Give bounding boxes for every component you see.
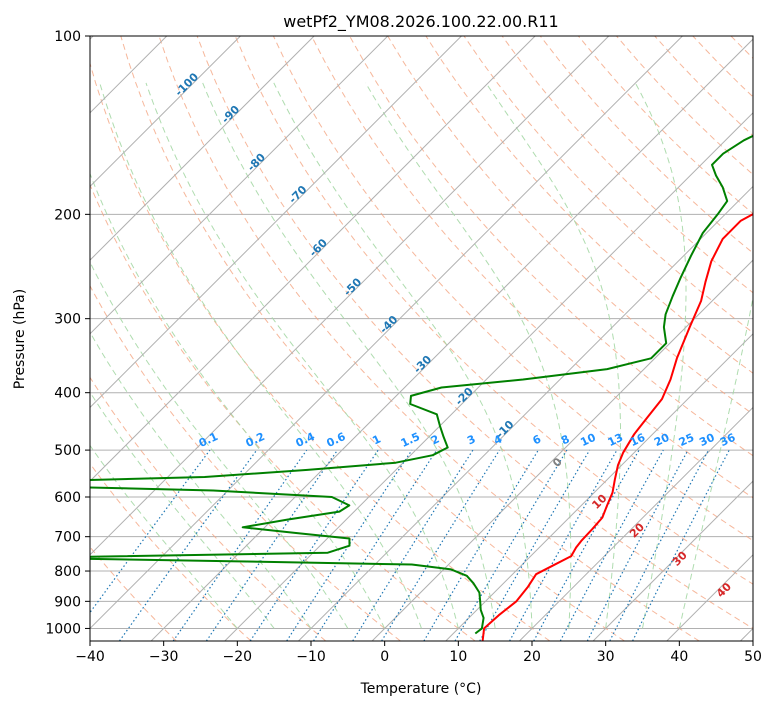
x-tick-label: 50: [744, 649, 762, 665]
mixing-ratio-line: [172, 449, 308, 641]
x-tick-label: −10: [296, 649, 326, 665]
moist-adiabat: [90, 331, 312, 629]
isotherm: [445, 333, 753, 641]
mixing-ratio-line: [381, 449, 501, 641]
temperature-profile-line: [481, 213, 753, 641]
x-tick-label: −40: [75, 649, 105, 665]
x-tick-label: 0: [380, 649, 389, 665]
mixing-ratio-label: 16: [628, 431, 648, 449]
series-layer: [90, 134, 753, 641]
mixing-ratio-line: [533, 449, 640, 641]
x-tick-label: −30: [149, 649, 179, 665]
dewpoint-profile-line: [90, 134, 753, 635]
y-tick-label: 100: [54, 29, 81, 45]
mixing-ratio-label: 25: [677, 431, 696, 449]
x-tick-label: 20: [523, 649, 541, 665]
isotherm: [519, 406, 753, 641]
y-tick-label: 400: [54, 386, 81, 402]
x-tick-label: 40: [670, 649, 688, 665]
isotherm: [90, 36, 389, 335]
x-tick-label: 30: [597, 649, 615, 665]
mixing-ratio-label: 36: [718, 431, 738, 449]
dry-adiabat: [120, 36, 625, 641]
y-tick-label: 800: [54, 564, 81, 580]
dry-adiabat: [501, 36, 753, 294]
dry-adiabat: [463, 36, 753, 334]
mixing-ratio-label: 20: [652, 431, 672, 449]
mixing-ratio-label: 30: [697, 431, 717, 449]
y-tick-label: 900: [54, 594, 81, 610]
isotherm: [90, 36, 610, 556]
isotherm: [592, 480, 753, 641]
mixing-ratio-label: 10: [578, 431, 598, 449]
mixing-ratio-line: [509, 449, 618, 641]
mixing-ratio-line: [205, 449, 338, 641]
chart-title: wetPf2_YM08.2026.100.22.00.R11: [283, 12, 558, 32]
moist-adiabat: [145, 82, 459, 629]
isotherm: [90, 36, 536, 482]
x-axis-title: Temperature (°C): [360, 681, 482, 697]
mixing-ratio-line: [632, 449, 730, 641]
moist-adiabat: [273, 82, 533, 629]
axis-ticks: −40 −30 −20 −10 0 10 20 30 40 50 100 200 300 400 500 60…: [45, 29, 762, 665]
moist-adiabat: [99, 82, 422, 629]
mixing-ratio-line: [119, 449, 258, 641]
isotherm: [224, 112, 753, 641]
plot-background: [90, 36, 753, 641]
isotherm: [371, 259, 753, 641]
mixing-ratio-line: [559, 449, 664, 641]
isotherm: [90, 36, 462, 409]
dry-adiabat: [272, 36, 753, 542]
dry-adiabat: [158, 36, 700, 641]
x-tick-label: 10: [449, 649, 467, 665]
dry-adiabat: [90, 376, 327, 641]
mixing-ratio-line: [352, 449, 474, 641]
mixing-ratio-label: 13: [606, 431, 625, 449]
dry-adiabat: [311, 36, 753, 499]
dry-adiabat: [769, 36, 775, 641]
dry-adiabat: [196, 36, 753, 629]
dry-adiabat: [90, 462, 252, 641]
y-tick-label: 300: [54, 312, 81, 328]
mixing-ratio-line: [249, 449, 379, 641]
isotherm: [298, 185, 753, 641]
y-tick-label: 700: [54, 530, 81, 546]
grid-layer: [90, 36, 775, 641]
x-tick-label: −20: [223, 649, 253, 665]
dry-adiabat: [234, 36, 753, 585]
isotherm: [150, 38, 753, 641]
y-tick-label: 1000: [45, 621, 81, 637]
moist-adiabat: [634, 82, 687, 629]
y-axis-title: Pressure (hPa): [12, 289, 28, 389]
y-tick-label: 500: [54, 443, 81, 459]
y-tick-label: 200: [54, 207, 81, 223]
moist-adiabat: [202, 82, 496, 629]
mixing-ratio-line: [90, 449, 211, 614]
moist-adiabat: [485, 82, 621, 629]
dry-adiabat: [90, 61, 551, 641]
isotherm: [90, 36, 241, 188]
plot-frame: [89, 35, 754, 642]
y-tick-label: 600: [54, 490, 81, 506]
moist-adiabat: [90, 172, 386, 629]
isotherm: [90, 36, 683, 630]
isotherm: [90, 36, 315, 261]
